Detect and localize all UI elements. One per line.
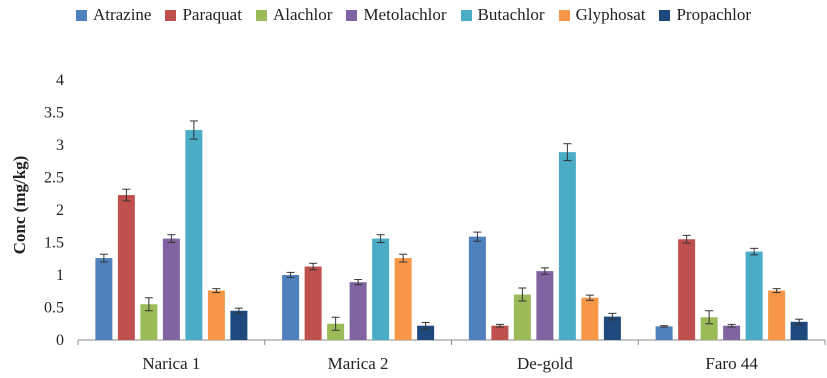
bar bbox=[513, 294, 531, 340]
legend-swatch bbox=[346, 9, 358, 21]
legend-swatch bbox=[165, 9, 177, 21]
legend-swatch bbox=[460, 9, 472, 21]
legend-label: Glyphosat bbox=[575, 5, 646, 24]
legend-item: Atrazine bbox=[75, 5, 152, 25]
legend-label: Atrazine bbox=[92, 5, 152, 24]
bar bbox=[745, 251, 763, 340]
bar bbox=[678, 239, 696, 340]
bar bbox=[117, 195, 135, 340]
bar bbox=[162, 238, 180, 340]
bar bbox=[723, 325, 741, 340]
bar bbox=[790, 321, 808, 340]
bar bbox=[536, 271, 554, 340]
x-tick-label: De-gold bbox=[517, 354, 573, 373]
bars bbox=[95, 120, 808, 340]
legend-swatch bbox=[75, 9, 87, 21]
bar bbox=[768, 290, 786, 340]
bar bbox=[394, 258, 412, 340]
bar bbox=[655, 326, 673, 340]
x-tick-label: Faro 44 bbox=[705, 354, 758, 373]
legend-item: Alachlor bbox=[255, 5, 333, 25]
legend-item: Metolachlor bbox=[346, 5, 447, 25]
bar bbox=[327, 323, 345, 340]
bar bbox=[95, 258, 113, 340]
bar bbox=[558, 152, 576, 340]
legend-label: Alachlor bbox=[272, 5, 333, 24]
bar bbox=[207, 290, 225, 340]
bar bbox=[417, 325, 435, 340]
bar bbox=[304, 266, 322, 340]
legend-swatch bbox=[558, 9, 570, 21]
y-tick-label: 3 bbox=[56, 137, 64, 154]
y-tick-label: 0 bbox=[56, 332, 64, 349]
y-tick-label: 0.5 bbox=[44, 300, 64, 317]
bar bbox=[372, 238, 390, 340]
bar bbox=[700, 317, 718, 340]
bar bbox=[349, 282, 367, 340]
y-tick-label: 2.5 bbox=[44, 170, 64, 187]
x-axis: Narica 1 Marica 2 De-gold Faro 44 bbox=[77, 339, 826, 373]
y-tick-label: 4 bbox=[56, 72, 64, 89]
y-tick-label: 1.5 bbox=[44, 235, 64, 252]
y-tick-label: 3.5 bbox=[44, 105, 64, 122]
legend-label: Paraquat bbox=[182, 5, 242, 24]
x-tick-label: Narica 1 bbox=[142, 354, 200, 373]
bar bbox=[581, 297, 599, 340]
bar bbox=[491, 325, 509, 340]
bar bbox=[185, 130, 203, 340]
chart-legend: Atrazine Paraquat Alachlor Metolachlor Butac… bbox=[0, 0, 827, 30]
bar bbox=[230, 310, 248, 340]
bar bbox=[603, 316, 621, 340]
legend-item: Glyphosat bbox=[558, 5, 646, 25]
legend-item: Paraquat bbox=[165, 5, 242, 25]
y-tick-label: 2 bbox=[56, 202, 64, 219]
x-tick-label: Marica 2 bbox=[328, 354, 389, 373]
legend-swatch bbox=[659, 9, 671, 21]
bar bbox=[468, 236, 486, 340]
legend-item: Propachlor bbox=[659, 5, 751, 25]
y-axis: 0 0.5 1 1.5 2 2.5 3 3.5 4 bbox=[44, 72, 64, 349]
legend-swatch bbox=[255, 9, 267, 21]
legend-item: Butachlor bbox=[460, 5, 545, 25]
legend-label: Metolachlor bbox=[363, 5, 447, 24]
bar bbox=[282, 275, 300, 340]
y-tick-label: 1 bbox=[56, 267, 64, 284]
legend-label: Butachlor bbox=[477, 5, 545, 24]
legend-label: Propachlor bbox=[676, 5, 752, 24]
bar bbox=[140, 304, 158, 340]
y-axis-label: Conc (mg/kg) bbox=[10, 156, 29, 255]
